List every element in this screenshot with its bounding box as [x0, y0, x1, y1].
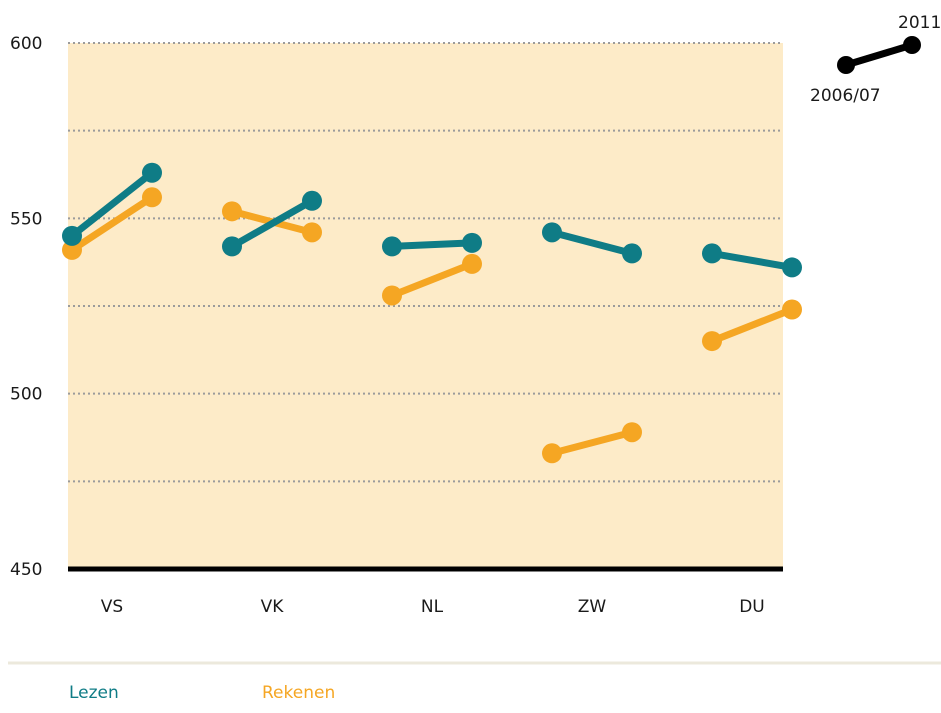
x-tick-label: VK: [261, 597, 285, 617]
data-point: [62, 239, 82, 260]
series-line: [390, 260, 474, 299]
data-point: [702, 243, 722, 264]
x-axis-ticks: VS VK NL ZW DU: [101, 597, 765, 617]
y-axis-ticks: 450 500 550 600: [10, 34, 42, 580]
data-marks: [62, 162, 802, 464]
y-tick-label: 500: [10, 385, 42, 405]
data-point: [302, 222, 322, 243]
legend: Lezen Rekenen: [69, 683, 335, 703]
series-line: [391, 239, 473, 250]
legend-entry: Lezen: [69, 683, 119, 703]
key-start-marker: [837, 56, 855, 74]
data-point: [302, 190, 322, 211]
series-line: [230, 197, 314, 250]
data-point: [462, 253, 482, 274]
series-line: [69, 169, 155, 239]
key-end-marker: [903, 36, 921, 54]
data-point: [542, 222, 562, 243]
x-tick-label: NL: [421, 597, 444, 617]
key-start-label: 2006/07: [810, 86, 881, 106]
data-point: [542, 443, 562, 464]
plot-background: [68, 43, 783, 569]
x-tick-label: ZW: [578, 597, 607, 617]
data-point: [222, 201, 242, 222]
data-point: [782, 299, 802, 320]
y-tick-label: 550: [10, 209, 42, 229]
data-point: [382, 236, 402, 257]
key-line: [842, 41, 916, 69]
series-line: [710, 306, 794, 345]
legend-entry: Rekenen: [262, 683, 335, 703]
series-line: [551, 228, 633, 257]
y-tick-label: 450: [10, 560, 42, 580]
series-line: [551, 428, 633, 457]
data-point: [782, 257, 802, 278]
data-point: [222, 236, 242, 257]
series-line: [70, 194, 154, 253]
data-point: [142, 162, 162, 183]
key-example: 2006/07 2011: [810, 13, 941, 106]
key-end-label: 2011: [898, 13, 941, 33]
data-point: [622, 243, 642, 264]
x-tick-label: DU: [739, 597, 765, 617]
y-tick-label: 600: [10, 34, 42, 54]
data-point: [382, 285, 402, 306]
series-line: [711, 249, 793, 271]
data-point: [702, 331, 722, 352]
gridlines: [68, 42, 783, 483]
data-point: [462, 232, 482, 253]
data-point: [142, 187, 162, 208]
data-point: [622, 422, 642, 443]
x-tick-label: VS: [101, 597, 123, 617]
data-point: [62, 225, 82, 246]
